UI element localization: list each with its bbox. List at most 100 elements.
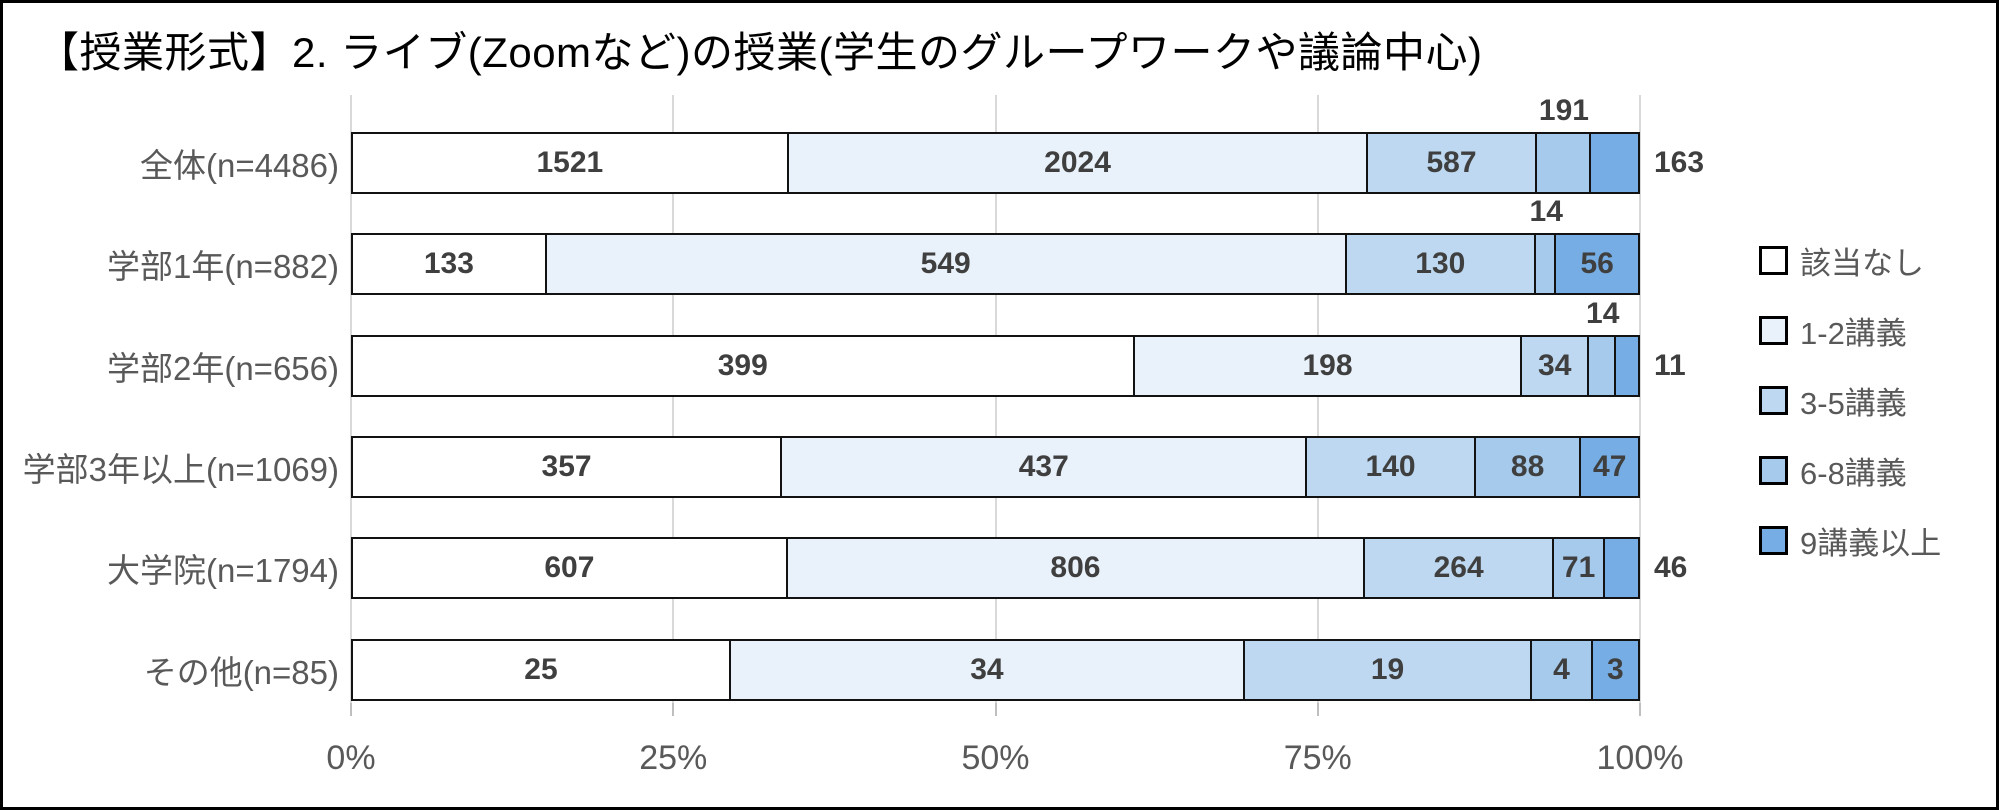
bar-segment-1-2講義: 34: [730, 640, 1245, 699]
legend-item: 3-5講義: [1759, 365, 1941, 435]
bar-segment-3-5講義: 264: [1365, 539, 1555, 598]
value-label-right: 11: [1654, 348, 1686, 382]
bar-segment-3-5講義: 19: [1244, 640, 1533, 699]
bar-segment-1-2講義: 549: [546, 235, 1347, 294]
axis-tick-label: 50%: [961, 739, 1030, 777]
value-label: 19: [1370, 652, 1405, 686]
category-label: 学部1年(n=882): [106, 248, 339, 286]
value-label: 133: [423, 247, 474, 281]
gridline-25%: [672, 95, 675, 715]
axis-tick: [350, 703, 352, 716]
category-label: 大学院(n=1794): [106, 552, 339, 590]
bar-segment-1-2講義: 2024: [788, 134, 1369, 192]
stacked-bar: 357 437 140 88 47: [351, 436, 1640, 498]
legend-swatch-icon: [1759, 525, 1788, 555]
bar-segment-1-2講義: 198: [1134, 336, 1523, 395]
legend-swatch-icon: [1759, 245, 1788, 275]
legend-label: 3-5講義: [1800, 385, 1907, 421]
value-label: 34: [1538, 348, 1572, 382]
axis-tick: [1316, 703, 1319, 716]
chart-row: 大学院(n=1794) 607 806 264 71 46: [107, 500, 1687, 601]
axis-tick: [994, 703, 997, 716]
value-label: 549: [920, 247, 971, 281]
value-label: 34: [970, 652, 1004, 686]
legend-swatch-icon: [1759, 455, 1788, 485]
legend-swatch-icon: [1759, 385, 1788, 415]
value-label-right: 46: [1654, 551, 1688, 585]
value-label: 47: [1593, 450, 1627, 483]
bar-segment-9講義以上: [1591, 134, 1638, 192]
value-label: 2024: [1044, 146, 1111, 179]
legend-swatch-icon: [1759, 315, 1788, 345]
stacked-bar: 25 34 19 4 3: [351, 638, 1640, 701]
legend-label: 9講義以上: [1800, 525, 1942, 561]
value-label: 4: [1553, 652, 1570, 686]
bar-segment-9講義以上: [1605, 539, 1638, 598]
value-label: 71: [1561, 551, 1596, 585]
legend-item: 6-8講義: [1759, 435, 1941, 505]
bar-segment-該当なし: 399: [353, 336, 1135, 395]
chart-row: 学部1年(n=882) 133 549 130 14 56: [107, 195, 1640, 297]
bar-segment-6-8講義: [1589, 336, 1617, 395]
axis-tick-label: 75%: [1283, 739, 1352, 777]
axis-tick-label: 25%: [639, 739, 708, 777]
value-label: 264: [1433, 551, 1484, 585]
stacked-bar: 399 198 34 14 11: [351, 297, 1686, 397]
chart-row: 学部3年以上(n=1069) 357 437 140 88 47: [23, 399, 1640, 500]
bar-segment-6-8講義: 71: [1554, 539, 1606, 598]
bar-segment-3-5講義: 587: [1368, 134, 1537, 192]
value-label: 56: [1580, 247, 1614, 281]
bar-segment-該当なし: 133: [353, 235, 547, 294]
category-label: 全体(n=4486): [139, 147, 339, 184]
category-label: その他(n=85): [143, 653, 339, 691]
stacked-bar: 133 549 130 14 56: [351, 195, 1640, 296]
value-label: 806: [1050, 551, 1101, 585]
chart-title: 【授業形式】2. ライブ(Zoomなど)の授業(学生のグループワークや議論中心): [37, 29, 1483, 76]
value-label: 357: [541, 450, 592, 483]
bar-segment-該当なし: 357: [353, 438, 783, 496]
bar-segment-該当なし: 1521: [353, 134, 789, 192]
category-label: 学部2年(n=656): [106, 349, 339, 387]
legend: 該当なし 1-2講義 3-5講義 6-8講義 9講義以上: [1759, 225, 1941, 575]
plot-area: 全体(n=4486) 1521 2024 587 191 163 学部1年(n=882) 13…: [23, 94, 1704, 715]
axis-tick: [672, 703, 675, 716]
bar-segment-6-8講義: [1536, 235, 1557, 294]
value-label: 587: [1426, 146, 1477, 179]
stacked-bar: 607 806 264 71 46: [351, 537, 1687, 600]
value-label: 140: [1365, 450, 1416, 483]
gridline-50%: [994, 95, 997, 715]
legend-item: 9講義以上: [1759, 505, 1941, 575]
bar-segment-6-8講義: [1536, 134, 1592, 192]
chart-row: 学部2年(n=656) 399 198 34 14 11: [107, 297, 1686, 399]
bar-segment-1-2講義: 806: [787, 539, 1366, 598]
bar-segment-1-2講義: 437: [782, 438, 1308, 496]
bar-segment-9講義以上: [1616, 336, 1638, 395]
axis-tick-label: 100%: [1596, 739, 1684, 777]
value-label-above: 191: [1538, 94, 1589, 127]
gridline-75%: [1316, 95, 1319, 715]
bar-segment-3-5講義: 34: [1522, 336, 1589, 395]
chart-row: 全体(n=4486) 1521 2024 587 191 163: [140, 94, 1704, 196]
value-label: 3: [1606, 652, 1624, 686]
bar-segment-6-8講義: 4: [1532, 640, 1593, 699]
legend-item: 該当なし: [1759, 225, 1941, 295]
value-label: 25: [524, 652, 558, 686]
legend-label: 6-8講義: [1800, 455, 1907, 491]
x-axis: 0% 25% 50% 75% 100%: [326, 703, 1683, 793]
axis-tick-label: 0%: [326, 739, 376, 777]
value-label: 1521: [536, 146, 604, 179]
legend-label: 該当なし: [1800, 245, 1924, 281]
value-label: 607: [544, 551, 595, 585]
axis-tick: [1639, 703, 1641, 716]
bar-segment-該当なし: 607: [353, 539, 788, 598]
bar-segment-9講義以上: 47: [1581, 438, 1638, 496]
value-label: 88: [1510, 450, 1545, 483]
value-label-above: 14: [1586, 296, 1620, 330]
bar-segment-9講義以上: 56: [1556, 235, 1638, 294]
legend-label: 1-2講義: [1800, 315, 1907, 351]
bar-segment-3-5講義: 140: [1307, 438, 1476, 496]
value-label: 130: [1415, 247, 1466, 281]
gridline-0%: [350, 95, 352, 715]
chart-row: その他(n=85) 25 34 19 4 3: [144, 602, 1640, 703]
